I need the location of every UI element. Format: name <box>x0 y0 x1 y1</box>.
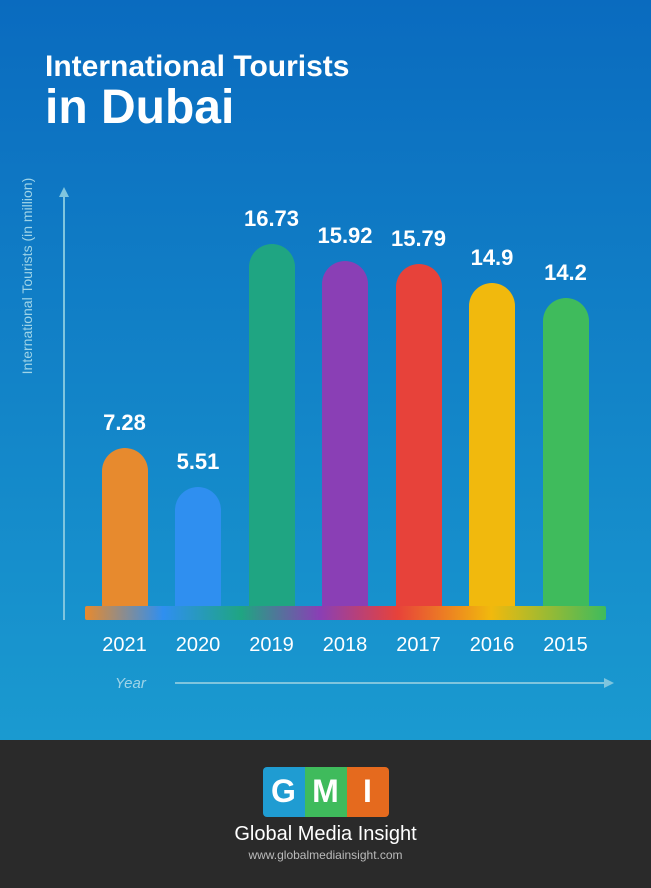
plot-area: 7.282021 5.512020 16.732019 15.922018 15.792… <box>85 230 606 620</box>
bar-value: 5.51 <box>177 449 220 475</box>
x-axis-arrow <box>175 682 606 684</box>
title-line-1: International Tourists <box>45 50 606 84</box>
bar-year: 2020 <box>176 634 221 657</box>
gmi-logo: GMI <box>263 767 389 817</box>
y-axis-label: International Tourists (in million) <box>19 178 35 375</box>
y-axis-arrow <box>63 195 65 620</box>
company-name: Global Media Insight <box>234 823 416 846</box>
logo-tile-i: I <box>347 767 389 817</box>
bar-chart: International Tourists (in million) 7.28… <box>45 210 606 680</box>
chart-panel: International Tourists in Dubai Internat… <box>0 0 651 740</box>
bar-value: 14.2 <box>544 260 587 286</box>
bar-value: 15.92 <box>317 223 372 249</box>
bar-2018: 15.922018 <box>322 261 368 606</box>
bar-2017: 15.792017 <box>396 264 442 606</box>
x-axis-label: Year <box>115 675 146 692</box>
bar-year: 2021 <box>102 634 147 657</box>
bar-year: 2015 <box>543 634 588 657</box>
bar-2021: 7.282021 <box>102 448 148 606</box>
bar-value: 15.79 <box>391 226 446 252</box>
bar-year: 2017 <box>396 634 441 657</box>
bar-2020: 5.512020 <box>175 487 221 606</box>
bar-2019: 16.732019 <box>249 244 295 606</box>
bar-value: 7.28 <box>103 410 146 436</box>
logo-tile-m: M <box>305 767 347 817</box>
bar-value: 14.9 <box>471 245 514 271</box>
bar-year: 2018 <box>323 634 368 657</box>
bar-value: 16.73 <box>244 206 299 232</box>
title-line-2: in Dubai <box>45 80 606 135</box>
footer: GMI Global Media Insight www.globalmedia… <box>0 740 651 888</box>
company-url: www.globalmediainsight.com <box>248 848 402 862</box>
bar-year: 2019 <box>249 634 294 657</box>
logo-tile-g: G <box>263 767 305 817</box>
base-strip <box>85 606 606 620</box>
bar-2015: 14.22015 <box>543 298 589 606</box>
bar-year: 2016 <box>470 634 515 657</box>
bar-2016: 14.92016 <box>469 283 515 606</box>
